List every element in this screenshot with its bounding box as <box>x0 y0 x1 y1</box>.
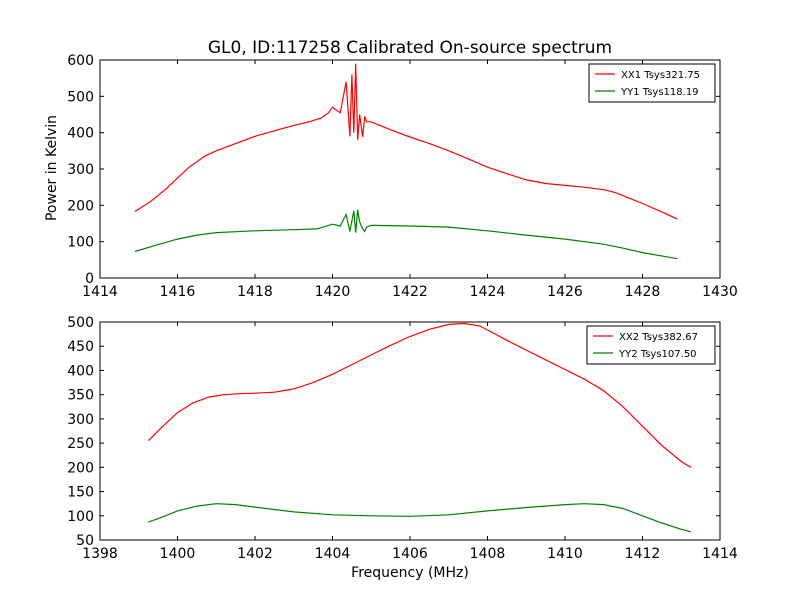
y-axis-label: Power in Kelvin <box>44 115 60 221</box>
bottom-panel: 1398 1400 1402 1404 1406 1408 1410 1412 1414 50 10… <box>67 315 738 562</box>
bottom-legend-label-2: YY2 Tsys107.50 <box>618 349 697 360</box>
top-x-tick-label: 1430 <box>702 284 738 300</box>
figure-title: GL0, ID:117258 Calibrated On-source spec… <box>208 38 612 58</box>
bottom-y-tick-label: 450 <box>67 339 94 355</box>
top-x-tick-label: 1426 <box>547 284 583 300</box>
bottom-legend-box <box>586 325 716 365</box>
bottom-x-tick-label: 1414 <box>702 546 738 562</box>
top-x-tick-label: 1414 <box>82 284 118 300</box>
top-y-tick-label: 100 <box>67 235 94 251</box>
bottom-y-tick-label: 300 <box>67 412 94 428</box>
top-y-tick-label: 600 <box>67 53 94 69</box>
top-series-line-2 <box>134 209 678 260</box>
top-series-line-1 <box>134 63 678 220</box>
bottom-legend-label-1: XX2 Tsys382.67 <box>619 332 698 343</box>
bottom-y-tick-label: 150 <box>67 485 94 501</box>
top-y-tick-label: 300 <box>67 162 94 178</box>
top-y-tick-label: 200 <box>67 198 94 214</box>
bottom-x-tick-label: 1404 <box>315 546 351 562</box>
bottom-x-tick-label: 1408 <box>470 546 506 562</box>
top-x-tick-label: 1418 <box>237 284 273 300</box>
bottom-y-tick-label: 400 <box>67 363 94 379</box>
top-x-tick-label: 1416 <box>160 284 196 300</box>
bottom-y-tick-label: 50 <box>76 533 94 549</box>
top-y-tick-label: 0 <box>85 271 94 287</box>
top-y-tick-label: 500 <box>67 89 94 105</box>
bottom-x-tick-label: 1400 <box>160 546 196 562</box>
top-legend-box <box>588 63 716 103</box>
bottom-x-tick-label: 1406 <box>392 546 428 562</box>
top-y-tick-label: 400 <box>67 126 94 142</box>
top-x-tick-label: 1420 <box>315 284 351 300</box>
bottom-y-tick-label: 250 <box>67 436 94 452</box>
bottom-x-tick-label: 1402 <box>237 546 273 562</box>
top-legend-label-1: XX1 Tsys321.75 <box>621 70 700 81</box>
bottom-series-line-1 <box>147 322 692 468</box>
x-axis-label: Frequency (MHz) <box>351 565 469 581</box>
bottom-x-tick-label: 1412 <box>625 546 661 562</box>
top-panel: 1414 1416 1418 1420 1422 1424 1426 1428 1430 0 100… <box>67 53 738 300</box>
bottom-y-tick-label: 200 <box>67 460 94 476</box>
bottom-y-tick-label: 100 <box>67 509 94 525</box>
top-x-tick-label: 1428 <box>625 284 661 300</box>
top-x-tick-label: 1424 <box>470 284 506 300</box>
bottom-x-tick-label: 1398 <box>82 546 118 562</box>
top-x-tick-label: 1422 <box>392 284 428 300</box>
bottom-y-tick-label: 500 <box>67 315 94 331</box>
bottom-y-tick-label: 350 <box>67 388 94 404</box>
top-legend-label-2: YY1 Tsys118.19 <box>620 87 699 98</box>
bottom-series-line-2 <box>148 503 692 533</box>
bottom-x-tick-label: 1410 <box>547 546 583 562</box>
